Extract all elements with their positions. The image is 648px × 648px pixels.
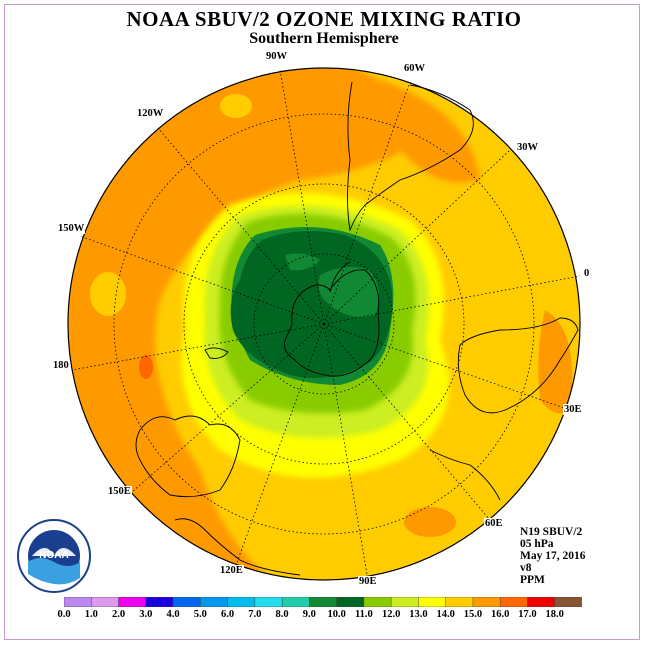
lon-label-150w: 150W (57, 223, 86, 234)
colorbar-swatch (472, 597, 501, 607)
colorbar-swatch (309, 597, 338, 607)
info-version: v8 (520, 562, 532, 574)
colorbar-tick-label: 13.0 (409, 609, 428, 620)
colorbar-swatch (254, 597, 283, 607)
colorbar-swatch (527, 597, 556, 607)
colorbar-tick-label: 15.0 (463, 609, 483, 620)
colorbar-swatch (200, 597, 229, 607)
colorbar-tick-label: 5.0 (193, 609, 207, 620)
colorbar-swatch (390, 597, 419, 607)
info-units: PPM (520, 574, 545, 586)
colorbar-tick-label: 8.0 (275, 609, 289, 620)
lon-label-60e: 60E (484, 518, 504, 529)
colorbar (64, 597, 582, 607)
colorbar-tick-label: 17.0 (518, 609, 537, 620)
colorbar-tick-label: 4.0 (166, 609, 180, 620)
noaa-logo: NOAA (16, 518, 92, 599)
lon-label-90e: 90E (358, 576, 378, 587)
lon-label-0: 0 (583, 268, 591, 279)
colorbar-tick-label: 18.0 (545, 609, 564, 620)
colorbar-swatch (363, 597, 392, 607)
lon-label-180: 180 (52, 360, 70, 371)
colorbar-tick-label: 2.0 (111, 609, 126, 620)
colorbar-swatch (445, 597, 474, 607)
colorbar-tick-label: 6.0 (221, 609, 235, 620)
colorbar-tick-label: 12.0 (381, 609, 401, 620)
colorbar-tick-label: 3.0 (139, 609, 153, 620)
lon-label-90w: 90W (265, 51, 288, 62)
info-block: N19 SBUV/2 05 hPa May 17, 2016 v8 PPM (520, 526, 585, 586)
colorbar-tick-label: 1.0 (84, 609, 98, 620)
figure-title: NOAA SBUV/2 OZONE MIXING RATIO (126, 7, 522, 31)
lon-label-120e: 120E (219, 565, 244, 576)
colorbar-swatch (118, 597, 147, 607)
colorbar-swatch (227, 597, 256, 607)
colorbar-tick-label: 9.0 (302, 609, 316, 620)
colorbar-swatch (418, 597, 447, 607)
colorbar-tick-label: 10.0 (327, 609, 346, 620)
colorbar-tick-label: 11.0 (354, 609, 373, 620)
colorbar-swatch (91, 597, 120, 607)
colorbar-swatch (499, 597, 529, 607)
colorbar-swatch (64, 597, 92, 607)
colorbar-tick-label: 0.0 (57, 609, 71, 620)
colorbar-tick-label: 16.0 (491, 609, 510, 620)
map-border (67, 67, 581, 581)
figure-subtitle: Southern Hemisphere (249, 30, 399, 47)
lon-label-120w: 120W (136, 108, 165, 119)
colorbar-tick-label: 7.0 (248, 609, 262, 620)
colorbar-swatch (336, 597, 365, 607)
colorbar-swatch (172, 597, 201, 607)
colorbar-swatch (281, 597, 310, 607)
lon-label-60w: 60W (403, 63, 426, 74)
colorbar-swatch (145, 597, 174, 607)
lon-label-30w: 30W (516, 142, 539, 153)
info-level: 05 hPa (520, 538, 554, 550)
info-satellite: N19 SBUV/2 (520, 526, 583, 538)
lon-label-30e: 30E (563, 404, 583, 415)
colorbar-swatch (554, 597, 582, 607)
coastlines (135, 81, 579, 576)
figure-frame (4, 4, 640, 640)
info-date: May 17, 2016 (520, 550, 586, 562)
colorbar-tick-label: 14.0 (436, 609, 455, 620)
lon-label-150e: 150E (107, 486, 132, 497)
logo-text: NOAA (39, 550, 68, 561)
